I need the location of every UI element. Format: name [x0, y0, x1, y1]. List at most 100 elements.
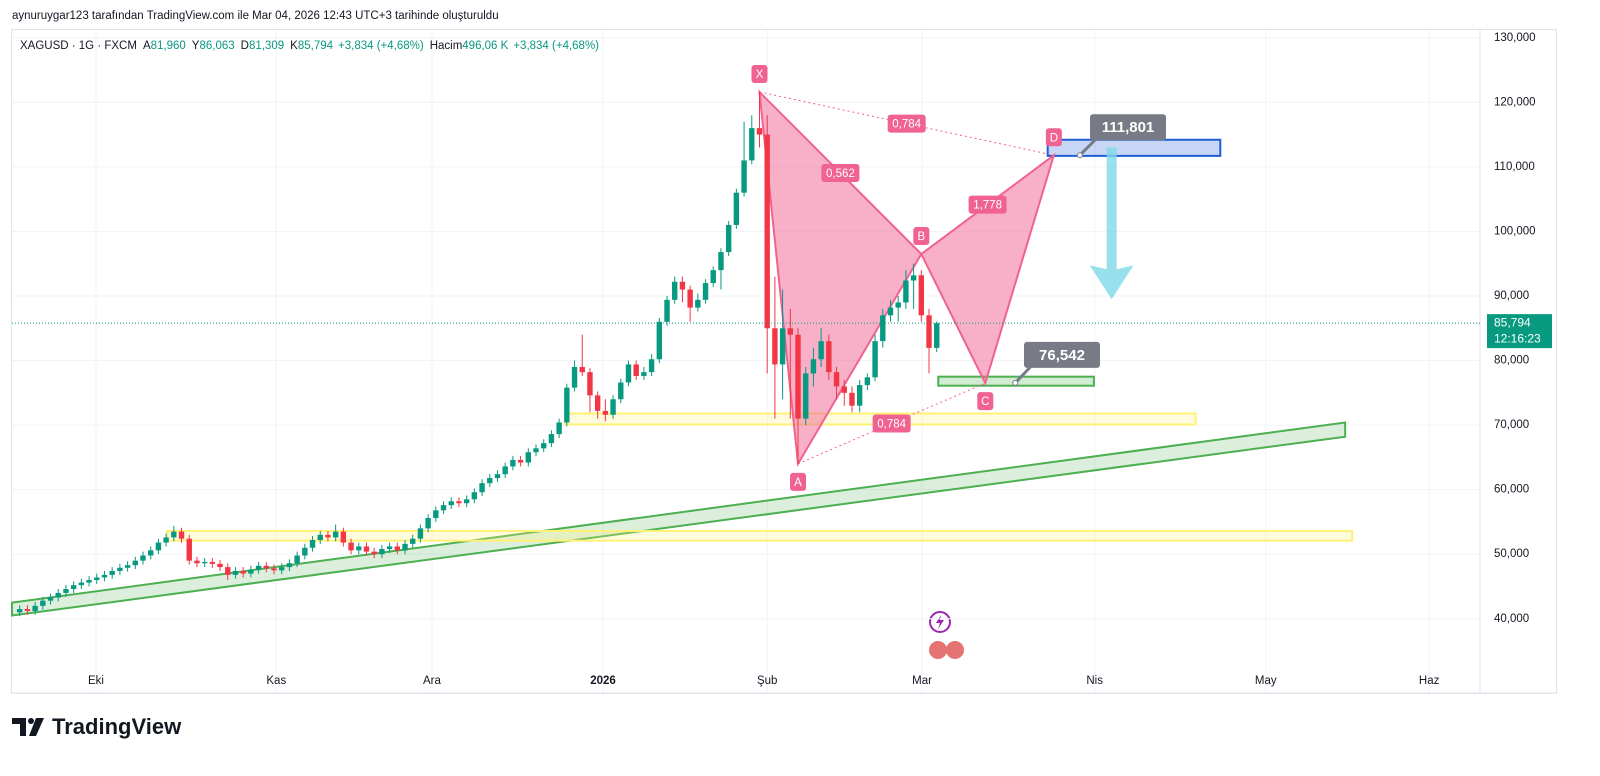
candle-body: [926, 315, 932, 348]
header: aynuruygar123 tarafından TradingView.com…: [12, 10, 499, 22]
callout-label: 111,801: [1102, 119, 1155, 136]
candle-body: [641, 372, 647, 377]
ratio-tag: [821, 163, 860, 182]
candle-body: [918, 275, 925, 316]
candle-body: [502, 466, 508, 475]
candle-body: [17, 609, 23, 613]
candle-body: [664, 299, 670, 322]
point-label: X: [756, 69, 764, 81]
ratio-label: 0,784: [877, 419, 906, 431]
legend-value: 81,960: [151, 40, 186, 52]
zone: [165, 529, 1354, 542]
callout-box: [1090, 114, 1166, 141]
candle-body: [541, 443, 547, 449]
event-icon-bolt: [936, 615, 944, 629]
candle-body: [571, 366, 578, 388]
candle-body: [194, 560, 200, 564]
candle-body: [756, 128, 763, 135]
candle-body: [47, 597, 54, 601]
legend-key: A: [143, 40, 151, 52]
event-icons: [929, 611, 964, 659]
candle-body: [101, 574, 108, 578]
point-tag: [790, 472, 807, 491]
zone: [1046, 138, 1222, 157]
candle-body: [749, 128, 755, 161]
ratio-label: 1,778: [973, 200, 1002, 212]
y-tick-label: 100,000: [1494, 225, 1536, 237]
candle-body: [880, 315, 886, 342]
x-tick-label: Ara: [423, 675, 442, 687]
y-tick-label: 120,000: [1494, 96, 1536, 108]
ratio-tag: [887, 114, 926, 133]
logo-mark: [29, 718, 44, 736]
x-tick-label: Şub: [757, 675, 777, 687]
event-icon: [929, 641, 947, 659]
candle-body: [548, 434, 555, 444]
candle-body: [656, 321, 663, 360]
candle-body: [209, 561, 216, 564]
candle-body: [217, 563, 223, 568]
candle-body: [818, 341, 824, 360]
candle-body: [872, 341, 878, 378]
candle-body: [525, 452, 532, 463]
candle-body: [63, 589, 69, 593]
trend-channel: [11, 421, 1347, 617]
candle-body: [417, 528, 424, 539]
ratio-tag: [872, 414, 911, 433]
logo-mark: [12, 718, 26, 736]
point-tag: [977, 392, 994, 411]
y-tick-label: 70,000: [1494, 419, 1529, 431]
candle-body: [302, 547, 308, 556]
target-arrow: [1089, 147, 1134, 300]
candle-body: [78, 582, 85, 586]
candle-body: [610, 399, 616, 415]
candle-body: [710, 270, 716, 284]
candle-body: [648, 359, 655, 373]
last-price-label: 85,794: [1494, 315, 1531, 329]
candle-body: [903, 280, 909, 303]
x-tick-label: 2026: [590, 675, 616, 687]
candle-body: [340, 531, 347, 543]
candle-body: [371, 551, 377, 555]
candle-body: [826, 341, 832, 373]
candle-body: [325, 534, 331, 538]
brand: TradingView: [52, 714, 182, 739]
candle-body: [255, 565, 262, 570]
candle-body: [402, 543, 408, 551]
y-tick-label: 40,000: [1494, 613, 1529, 625]
y-tick-label: 90,000: [1494, 290, 1529, 302]
x-tick-label: Eki: [88, 675, 104, 687]
legend-value: 81,309: [249, 40, 284, 52]
candle-body: [294, 555, 300, 564]
legend-volume-label: Hacim: [430, 40, 463, 52]
point-tag: [1045, 128, 1062, 147]
candle-body: [910, 275, 917, 281]
legend-volume-change: +3,834 (+4,68%): [513, 40, 599, 52]
callout-label: 76,542: [1039, 347, 1085, 364]
candle-body: [70, 585, 77, 590]
candle-body: [24, 609, 31, 612]
candle-body: [795, 334, 801, 419]
candle-body: [109, 570, 115, 575]
candle-body: [363, 546, 370, 552]
legend-value: 86,063: [199, 40, 234, 52]
candle-body: [741, 160, 747, 193]
x-tick-label: Haz: [1419, 675, 1440, 687]
legend-value: 85,794: [298, 40, 334, 52]
x-tick-label: Mar: [912, 675, 932, 687]
candle-body: [279, 567, 285, 571]
callout-anchor: [1076, 152, 1083, 159]
x-tick-label: May: [1255, 675, 1277, 687]
candle-body: [248, 569, 254, 574]
candle-body: [864, 377, 871, 386]
y-tick-label: 60,000: [1494, 484, 1529, 496]
candle-body: [425, 518, 431, 529]
candle-body: [833, 372, 840, 387]
candle-body: [86, 580, 92, 583]
callout-box: [1024, 341, 1100, 368]
y-tick-label: 80,000: [1494, 355, 1529, 367]
candle-body: [263, 565, 269, 569]
candle-body: [841, 386, 847, 393]
candle-body: [440, 505, 447, 511]
candle-body: [163, 537, 169, 543]
